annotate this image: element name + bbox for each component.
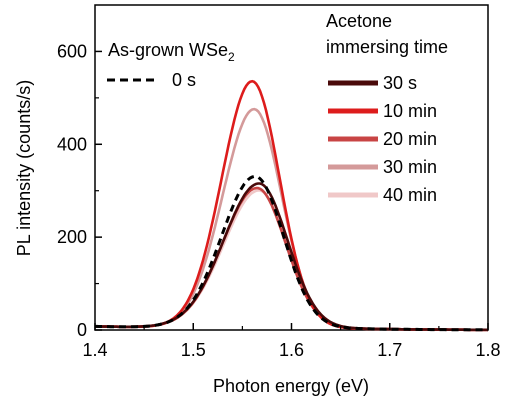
annotation-main: As-grown WSe <box>108 40 228 60</box>
annotation-subscript: 2 <box>228 50 235 64</box>
legend-label: 10 min <box>383 101 437 121</box>
y-tick-label: 0 <box>77 320 87 340</box>
y-axis-label: PL intensity (counts/s) <box>14 80 34 256</box>
legend-title-line2: immersing time <box>326 37 448 57</box>
legend-label: 30 s <box>383 73 417 93</box>
x-tick-label: 1.6 <box>279 340 304 360</box>
legend-label: 30 min <box>383 157 437 177</box>
legend: 30 s 10 min 20 min 30 min 40 min <box>328 73 437 205</box>
x-tick-label: 1.7 <box>377 340 402 360</box>
legend-label: 40 min <box>383 185 437 205</box>
y-tick-label: 200 <box>57 227 87 247</box>
x-axis-label: Photon energy (eV) <box>213 376 369 396</box>
legend-title-line1: Acetone <box>326 11 392 31</box>
x-tick-label: 1.8 <box>475 340 500 360</box>
annotation-series-label: 0 s <box>172 70 196 90</box>
y-tick-label: 400 <box>57 134 87 154</box>
legend-label: 20 min <box>383 129 437 149</box>
y-tick-label: 600 <box>57 41 87 61</box>
x-tick-label: 1.4 <box>82 340 107 360</box>
x-tick-label: 1.5 <box>181 340 206 360</box>
annotation-sample: As-grown WSe2 <box>108 40 235 64</box>
